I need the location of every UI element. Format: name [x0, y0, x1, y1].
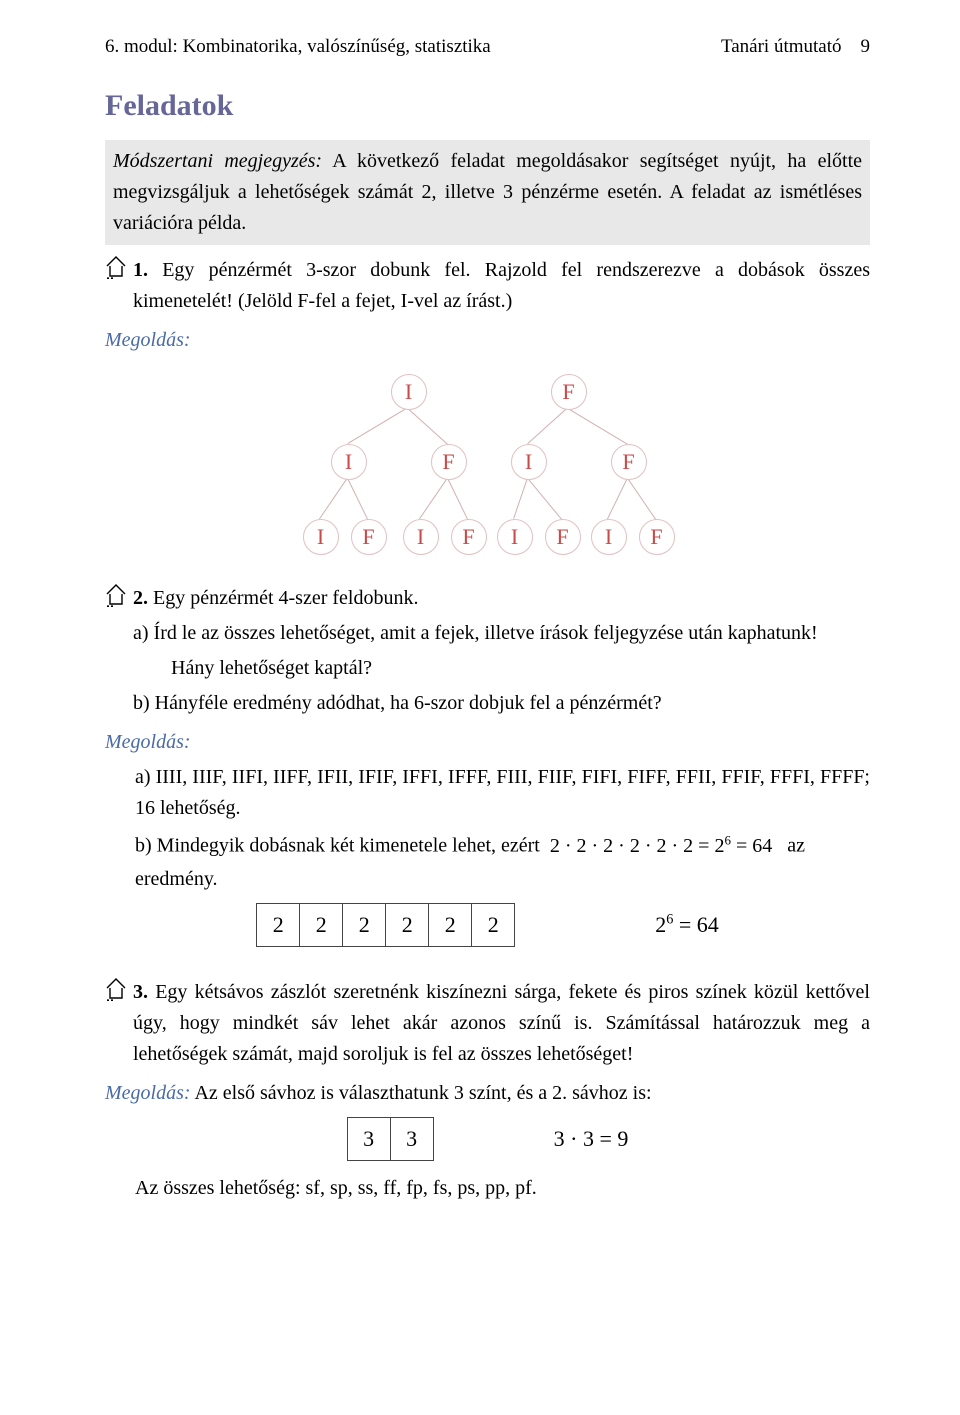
- tree-node: I: [497, 519, 533, 555]
- task2-solution-label: Megoldás:: [105, 727, 870, 758]
- task-3: 3. Egy kétsávos zászlót szeretnénk kiszí…: [105, 977, 870, 1074]
- task1-text: Egy pénzérmét 3-szor dobunk fel. Rajzold…: [133, 259, 870, 312]
- method-note-box: Módszertani megjegyzés: A következő fela…: [105, 140, 870, 245]
- task3-formula: 3 · 3 = 9: [554, 1122, 629, 1156]
- task2-number: 2.: [133, 587, 148, 609]
- box-cell: 2: [428, 903, 472, 947]
- section-title: Feladatok: [105, 83, 870, 130]
- task-2: 2. Egy pénzérmét 4-szer feldobunk. a) Ír…: [105, 583, 870, 723]
- tree-node: F: [545, 519, 581, 555]
- task3-number: 3.: [133, 981, 148, 1003]
- tree-diagram: IFIFIFIFIFIFIF: [105, 374, 870, 559]
- tree-node: F: [451, 519, 487, 555]
- task1-number: 1.: [133, 259, 148, 281]
- tree-node: I: [391, 374, 427, 410]
- task1-solution-label: Megoldás:: [105, 325, 870, 356]
- task2-answer-b-line2: eredmény.: [135, 864, 870, 895]
- task2-answer-a: a) IIII, IIIF, IIFI, IIFF, IFII, IFIF, I…: [135, 762, 870, 824]
- task3-list: Az összes lehetőség: sf, sp, ss, ff, fp,…: [135, 1173, 870, 1204]
- task2-a: a) Írd le az összes lehetőséget, amit a …: [133, 618, 870, 649]
- two-threes-boxes: 33 3 · 3 = 9: [105, 1117, 870, 1161]
- box-cell: 2: [385, 903, 429, 947]
- boxes-formula: 26 = 64: [655, 908, 719, 942]
- task2-intro: Egy pénzérmét 4-szer feldobunk.: [148, 587, 418, 609]
- note-lead: Módszertani megjegyzés:: [113, 150, 322, 172]
- tree-node: F: [639, 519, 675, 555]
- tree-node: F: [351, 519, 387, 555]
- tree-node: F: [551, 374, 587, 410]
- task3-text: Egy kétsávos zászlót szeretnénk kiszínez…: [133, 981, 870, 1065]
- task-1: 1. Egy pénzérmét 3-szor dobunk fel. Rajz…: [105, 255, 870, 321]
- house-icon: [105, 583, 127, 607]
- task2-answer-b-line1: b) Mindegyik dobásnak két kimenetele leh…: [135, 830, 870, 862]
- task2-a2: Hány lehetőséget kaptál?: [133, 653, 870, 684]
- box-cell: 2: [471, 903, 515, 947]
- task3-solution-line: Megoldás: Az első sávhoz is választhatun…: [105, 1078, 870, 1109]
- tree-node: I: [591, 519, 627, 555]
- header-left: 6. modul: Kombinatorika, valószínűség, s…: [105, 32, 491, 61]
- tree-node: F: [431, 444, 467, 480]
- six-twos-boxes: 222222 26 = 64: [105, 903, 870, 947]
- box-cell: 2: [342, 903, 386, 947]
- tree-node: I: [303, 519, 339, 555]
- tree-node: I: [511, 444, 547, 480]
- task2-b: b) Hányféle eredmény adódhat, ha 6-szor …: [133, 688, 870, 719]
- tree-node: I: [331, 444, 367, 480]
- house-icon: [105, 255, 127, 279]
- box-cell: 2: [299, 903, 343, 947]
- tree-node: I: [403, 519, 439, 555]
- box-cell: 2: [256, 903, 300, 947]
- house-icon: [105, 977, 127, 1001]
- header-right: Tanári útmutató 9: [721, 32, 870, 61]
- box-cell: 3: [390, 1117, 434, 1161]
- tree-node: F: [611, 444, 647, 480]
- box-cell: 3: [347, 1117, 391, 1161]
